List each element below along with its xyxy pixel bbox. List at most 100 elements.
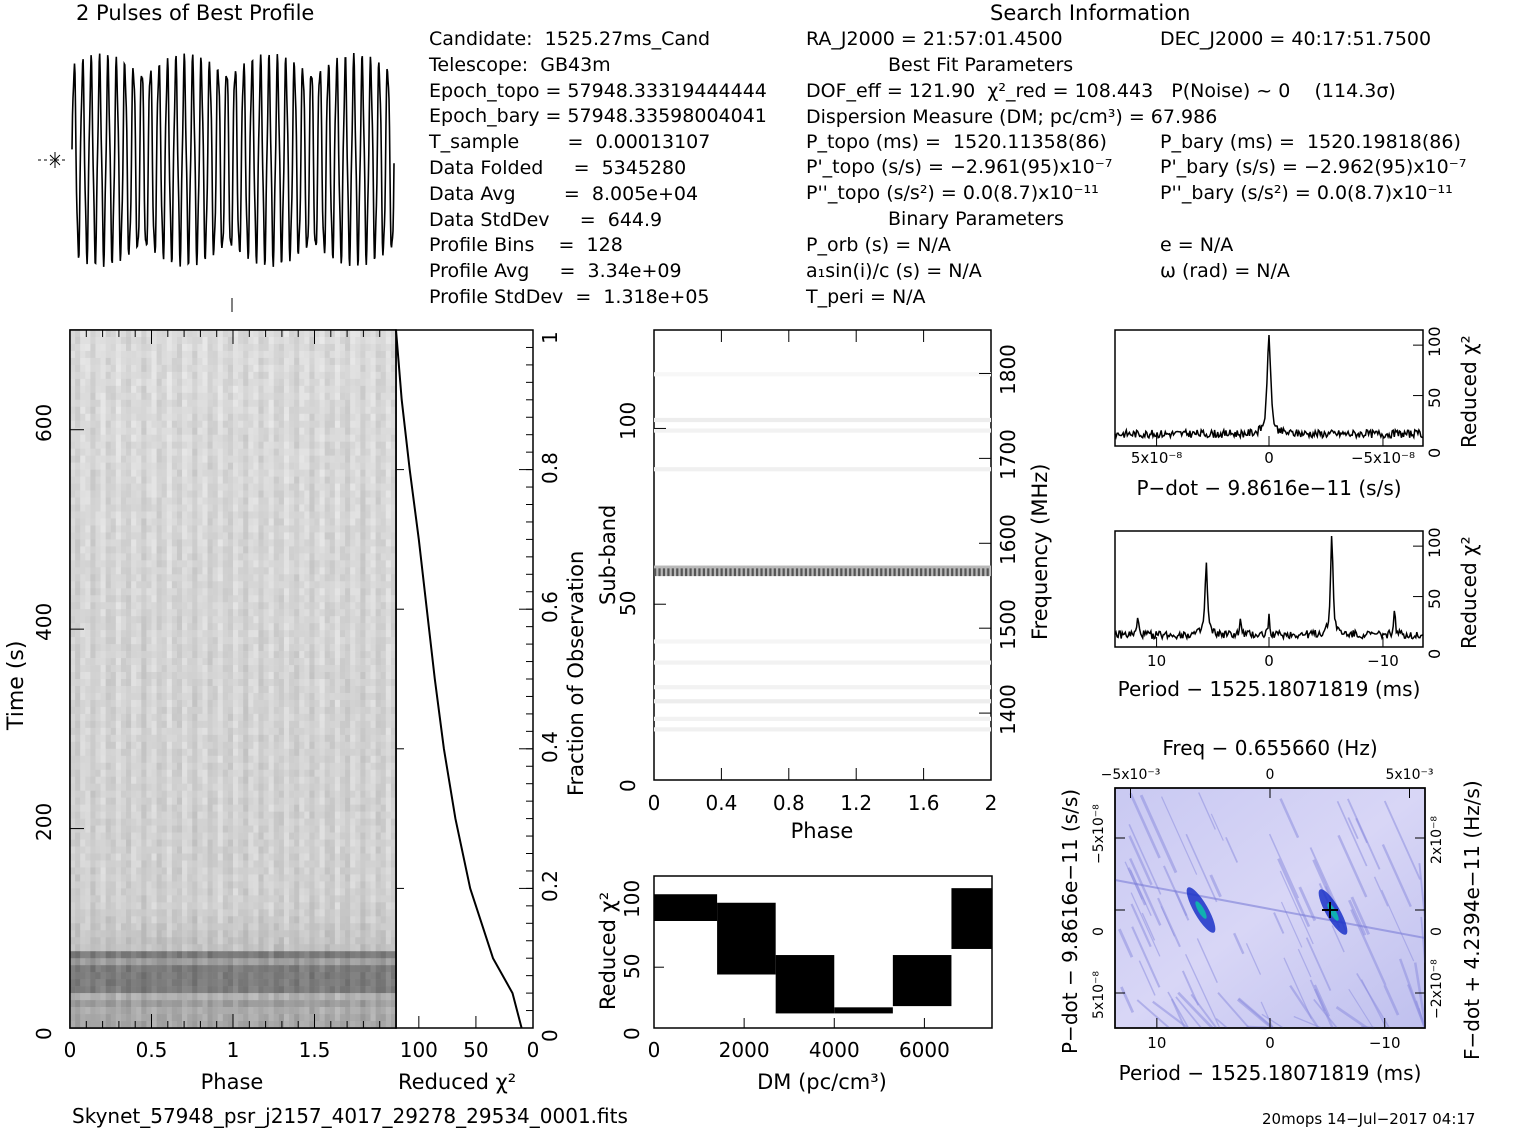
time-phase-cell [161, 630, 168, 638]
time-phase-cell [100, 350, 106, 359]
time-phase-cell [385, 672, 392, 680]
time-phase-cell [227, 518, 234, 526]
time-phase-cell [304, 665, 310, 673]
time-phase-cell [243, 776, 249, 784]
time-phase-cell [304, 692, 310, 701]
time-phase-cell [243, 343, 249, 352]
time-phase-cell [294, 497, 300, 505]
time-phase-cell [329, 427, 336, 435]
time-phase-cell [187, 595, 193, 603]
time-phase-cell [100, 832, 106, 840]
time-phase-cell [192, 525, 198, 533]
time-phase-cell [248, 357, 254, 366]
time-phase-cell [222, 651, 229, 659]
time-phase-cell [176, 706, 183, 715]
time-phase-cell [350, 651, 356, 659]
time-phase-cell [324, 574, 331, 582]
time-phase-cell [355, 490, 361, 498]
time-phase-cell [370, 776, 376, 784]
time-phase-cell [319, 783, 325, 791]
time-phase-cell [105, 574, 112, 582]
time-phase-cell [182, 567, 188, 575]
time-phase-cell [238, 532, 244, 540]
time-phase-cell [212, 846, 219, 854]
time-phase-cell [243, 434, 249, 442]
time-phase-cell [380, 413, 387, 422]
time-phase-cell [268, 539, 275, 547]
time-phase-cell [253, 706, 259, 715]
time-phase-cell [390, 399, 397, 408]
time-phase-cell [187, 497, 193, 505]
time-phase-cell [151, 330, 157, 338]
time-phase-cell [238, 455, 244, 463]
time-phase-cell [120, 755, 127, 764]
time-phase-cell [151, 853, 157, 861]
time-phase-cell [345, 762, 351, 771]
time-phase-cell [207, 713, 213, 722]
time-phase-cell [253, 692, 259, 701]
time-phase-cell [273, 741, 280, 750]
time-phase-cell [75, 553, 81, 561]
time-phase-cell [339, 595, 346, 603]
time-phase-cell [350, 665, 356, 673]
time-phase-cell [304, 511, 310, 519]
time-phase-cell [329, 748, 336, 757]
time-phase-cell [136, 741, 142, 750]
time-phase-cell [171, 720, 178, 729]
time-phase-cell [238, 462, 244, 470]
time-phase-cell [339, 455, 346, 463]
time-phase-cell [176, 378, 183, 387]
time-phase-cell [324, 825, 331, 833]
time-phase-cell [345, 706, 351, 715]
time-phase-cell [345, 616, 351, 624]
time-phase-cell [370, 392, 376, 401]
time-phase-cell [329, 846, 336, 854]
time-phase-cell [345, 525, 351, 533]
time-phase-cell [360, 804, 366, 812]
time-phase-cell [319, 330, 325, 338]
time-phase-cell [131, 462, 137, 470]
time-phase-cell [95, 672, 101, 680]
time-phase-cell [146, 776, 152, 784]
time-phase-cell [192, 839, 198, 847]
time-phase-cell [339, 748, 346, 757]
time-phase-cell [370, 658, 376, 666]
time-phase-cell [289, 853, 295, 861]
time-phase-cell [166, 330, 173, 338]
time-phase-cell [283, 441, 290, 449]
time-phase-cell [146, 511, 152, 519]
time-phase-cell [243, 672, 249, 680]
time-phase-cell [289, 776, 295, 784]
time-phase-cell [105, 630, 112, 638]
time-phase-cell [75, 776, 81, 784]
time-phase-cell [192, 476, 198, 484]
time-phase-cell [385, 602, 392, 610]
time-phase-cell [238, 588, 244, 596]
time-phase-cell [100, 616, 106, 624]
time-phase-cell [187, 860, 193, 868]
time-phase-cell [141, 699, 147, 708]
time-phase-cell [120, 378, 127, 387]
time-phase-cell [273, 727, 280, 736]
time-phase-cell [176, 595, 183, 603]
time-phase-cell [222, 748, 229, 757]
time-phase-cell [90, 734, 96, 743]
time-phase-cell [345, 832, 351, 840]
time-phase-cell [131, 413, 137, 422]
time-phase-cell [131, 651, 137, 659]
time-phase-cell [212, 762, 219, 771]
time-phase-cell [258, 399, 264, 408]
time-phase-cell [238, 609, 244, 617]
time-phase-cell [299, 804, 305, 812]
time-phase-cell [334, 818, 341, 826]
time-phase-cell [273, 713, 280, 722]
time-phase-cell [70, 595, 76, 603]
time-phase-cell [171, 392, 178, 401]
time-phase-cell [171, 469, 178, 477]
time-phase-cell [258, 685, 264, 694]
time-phase-cell [248, 811, 254, 819]
time-phase-cell [146, 427, 152, 435]
time-phase-cell [217, 483, 224, 491]
time-phase-cell [176, 546, 183, 554]
